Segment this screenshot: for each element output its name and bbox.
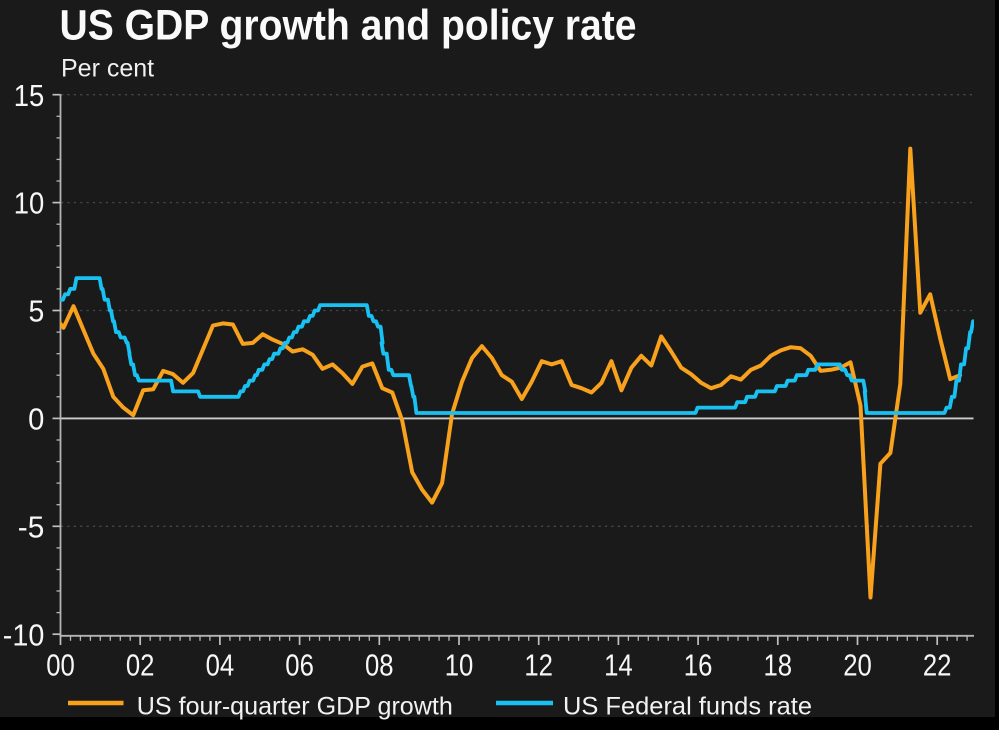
svg-text:Per cent: Per cent xyxy=(61,54,154,82)
svg-text:US Federal funds rate: US Federal funds rate xyxy=(563,692,812,720)
svg-text:08: 08 xyxy=(365,648,394,682)
svg-text:US four-quarter GDP growth: US four-quarter GDP growth xyxy=(137,692,453,720)
svg-text:22: 22 xyxy=(923,648,952,682)
svg-text:0: 0 xyxy=(28,403,44,437)
svg-text:16: 16 xyxy=(684,648,713,682)
svg-text:14: 14 xyxy=(604,648,633,682)
svg-text:5: 5 xyxy=(29,295,45,329)
svg-text:00: 00 xyxy=(46,648,75,682)
svg-text:US GDP growth and policy rate: US GDP growth and policy rate xyxy=(60,2,637,49)
svg-text:-5: -5 xyxy=(18,510,45,544)
svg-text:12: 12 xyxy=(524,648,553,682)
svg-text:10: 10 xyxy=(14,187,45,221)
svg-text:06: 06 xyxy=(285,648,314,682)
svg-text:18: 18 xyxy=(764,648,793,682)
svg-text:04: 04 xyxy=(206,648,235,682)
svg-text:15: 15 xyxy=(14,79,45,113)
svg-text:02: 02 xyxy=(126,648,155,682)
svg-text:20: 20 xyxy=(843,648,872,682)
svg-text:-10: -10 xyxy=(3,618,45,652)
svg-text:10: 10 xyxy=(445,648,474,682)
